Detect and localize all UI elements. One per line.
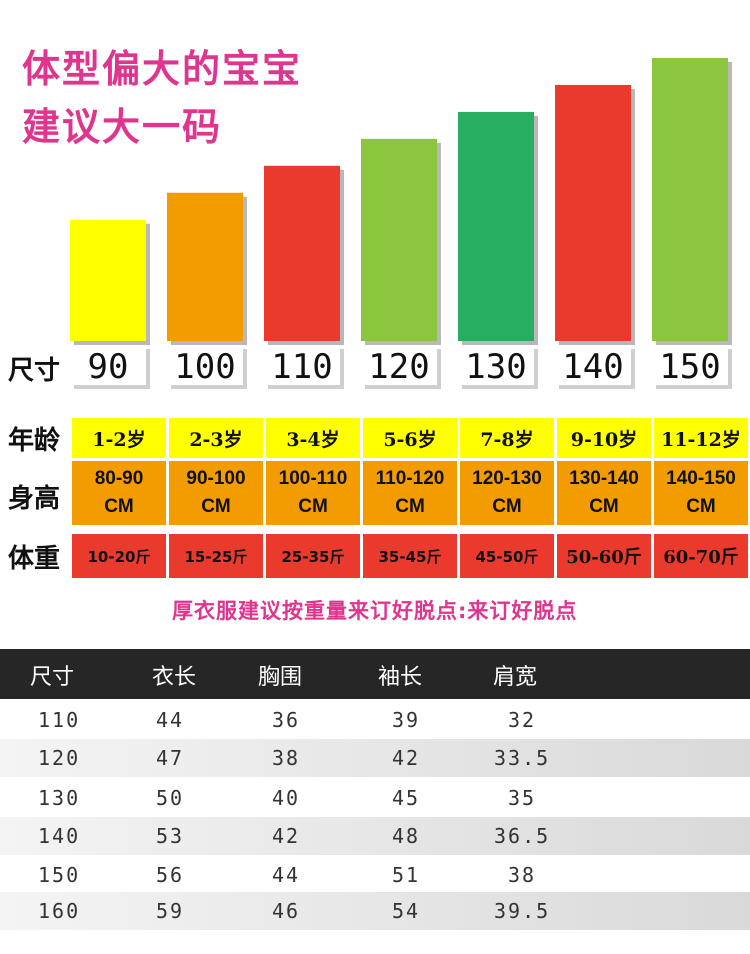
bar-size-130 (458, 111, 534, 342)
cell-chest: 42 (272, 824, 301, 848)
weight-cell: 10-20斤 (72, 534, 166, 578)
size-tile (264, 345, 340, 385)
bar-size-120 (361, 138, 437, 341)
height-cell: 90-100 CM (169, 461, 263, 525)
bar-size-140 (555, 84, 631, 341)
size-row-label: 尺寸 (8, 356, 61, 386)
table-row: 150 56 44 51 38 (0, 856, 750, 894)
header-chest: 胸围 (258, 665, 303, 690)
weight-cell: 25-35斤 (266, 534, 360, 578)
size-tick-label: 120 (368, 347, 429, 387)
weight-cell: 60-70斤 (654, 534, 748, 578)
cell-sleeve: 54 (392, 899, 421, 923)
size-tile (458, 345, 534, 385)
table-header: 尺寸 衣长 胸围 袖长 肩宽 (0, 649, 750, 699)
age-cell: 7-8岁 (460, 418, 554, 458)
size-tick-label: 130 (465, 347, 526, 387)
cell-sleeve: 42 (392, 746, 421, 770)
height-cell: 100-110 CM (266, 461, 360, 525)
cell-length: 50 (156, 786, 185, 810)
cell-shoulder: 32 (508, 708, 537, 732)
headline-line-1: 体型偏大的宝宝 (22, 47, 303, 91)
bar-size-100 (167, 192, 243, 341)
cell-length: 53 (156, 824, 185, 848)
cell-size: 150 (38, 863, 81, 887)
cell-sleeve: 48 (392, 824, 421, 848)
size-tile (167, 345, 243, 385)
cell-size: 110 (38, 708, 81, 732)
bar-size-110 (264, 165, 340, 341)
height-cell: 120-130 CM (460, 461, 554, 525)
weight-cell: 35-45斤 (363, 534, 457, 578)
age-row-label: 年龄 (8, 426, 61, 456)
size-tick-label: 150 (659, 347, 720, 387)
headline-line-2: 建议大一码 (22, 105, 223, 149)
cell-shoulder: 38 (508, 863, 537, 887)
cell-length: 44 (156, 708, 185, 732)
table-row: 120 47 38 42 33.5 (0, 739, 750, 777)
cell-length: 47 (156, 746, 185, 770)
weight-cell: 45-50斤 (460, 534, 554, 578)
cell-shoulder: 33.5 (494, 746, 551, 770)
height-row: 80-90 CM 90-100 CM 100-110 CM 110-120 CM… (72, 461, 750, 525)
bar-size-90 (70, 219, 146, 341)
size-bar-chart: 90 100 110 120 130 140 150 (70, 58, 732, 389)
height-cell: 140-150 CM (654, 461, 748, 525)
cell-chest: 44 (272, 863, 301, 887)
cell-shoulder: 39.5 (494, 899, 551, 923)
cell-size: 140 (38, 824, 81, 848)
weight-row-label: 体重 (8, 544, 61, 574)
age-cell: 2-3岁 (169, 418, 263, 458)
cell-sleeve: 45 (392, 786, 421, 810)
header-size: 尺寸 (30, 665, 75, 690)
age-cell: 11-12岁 (654, 418, 748, 458)
age-cell: 5-6岁 (363, 418, 457, 458)
age-cell: 9-10岁 (557, 418, 651, 458)
cell-shoulder: 36.5 (494, 824, 551, 848)
header-length: 衣长 (152, 665, 197, 690)
height-cell: 80-90 CM (72, 461, 166, 525)
size-tick-label: 140 (562, 347, 623, 387)
cell-sleeve: 39 (392, 708, 421, 732)
weight-cell: 15-25斤 (169, 534, 263, 578)
table-row: 130 50 40 45 35 (0, 779, 750, 817)
table-row: 140 53 42 48 36.5 (0, 817, 750, 855)
size-tick-label: 110 (271, 347, 332, 387)
height-cell: 110-120 CM (363, 461, 457, 525)
size-tick-label: 90 (88, 347, 129, 387)
cell-size: 120 (38, 746, 81, 770)
cell-chest: 36 (272, 708, 301, 732)
weight-cell: 50-60斤 (557, 534, 651, 578)
cell-chest: 38 (272, 746, 301, 770)
bar-size-150 (652, 58, 728, 341)
age-row: 1-2岁 2-3岁 3-4岁 5-6岁 7-8岁 9-10岁 11-12岁 (72, 418, 750, 458)
size-tile (70, 345, 146, 385)
header-shoulder: 肩宽 (493, 665, 538, 690)
cell-length: 59 (156, 899, 185, 923)
cell-size: 130 (38, 786, 81, 810)
size-tile (555, 345, 631, 385)
cell-shoulder: 35 (508, 786, 537, 810)
height-cell: 130-140 CM (557, 461, 651, 525)
header-sleeve: 袖长 (378, 665, 423, 690)
age-cell: 1-2岁 (72, 418, 166, 458)
sizing-note: 厚衣服建议按重量来订好脱点:来订好脱点 (172, 599, 578, 623)
size-tick-label: 100 (174, 347, 235, 387)
weight-row: 10-20斤 15-25斤 25-35斤 35-45斤 45-50斤 50-60… (72, 534, 750, 578)
age-cell: 3-4岁 (266, 418, 360, 458)
cell-size: 160 (38, 899, 81, 923)
cell-sleeve: 51 (392, 863, 421, 887)
table-row: 160 59 46 54 39.5 (0, 892, 750, 930)
cell-chest: 40 (272, 786, 301, 810)
height-row-label: 身高 (8, 484, 61, 514)
table-row: 110 44 36 39 32 (0, 701, 750, 739)
cell-length: 56 (156, 863, 185, 887)
size-tile (652, 345, 728, 385)
cell-chest: 46 (272, 899, 301, 923)
size-tile (361, 345, 437, 385)
